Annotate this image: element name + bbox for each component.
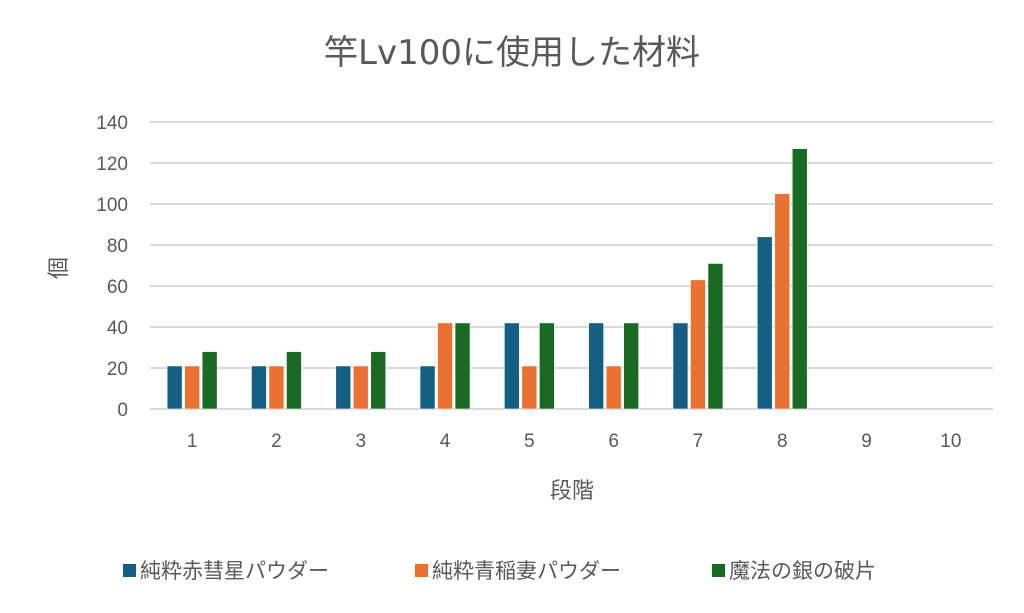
bar xyxy=(286,351,302,410)
x-tick-label: 5 xyxy=(524,431,535,452)
bar xyxy=(605,365,622,410)
y-tick-label: 60 xyxy=(107,277,128,298)
bar xyxy=(454,322,471,410)
bar xyxy=(672,322,689,410)
bar xyxy=(437,322,453,410)
x-tick-label: 8 xyxy=(777,431,788,452)
legend-item: 純粋赤彗星パウダー xyxy=(123,559,329,583)
legend-item: 魔法の銀の破片 xyxy=(712,559,876,583)
legend-swatch xyxy=(123,564,136,577)
bar xyxy=(184,365,200,410)
bar xyxy=(268,365,285,410)
x-tick-label: 10 xyxy=(940,431,961,452)
chart-title: 竿Lv100に使用した材料 xyxy=(324,33,700,73)
x-tick-label: 1 xyxy=(187,431,198,452)
bar xyxy=(756,236,773,410)
y-tick-label: 40 xyxy=(107,318,128,339)
bar xyxy=(201,351,218,410)
x-axis-label: 段階 xyxy=(550,479,594,504)
legend-item: 純粋青稲妻パウダー xyxy=(415,559,621,583)
bar xyxy=(419,365,436,410)
y-tick-label: 80 xyxy=(107,236,128,257)
bar xyxy=(521,365,538,410)
legend-label: 純粋赤彗星パウダー xyxy=(140,559,329,583)
y-tick-label: 0 xyxy=(117,400,128,421)
bar xyxy=(251,365,267,410)
x-tick-label: 9 xyxy=(861,431,872,452)
bar xyxy=(774,193,791,410)
bar xyxy=(166,365,183,410)
legend-swatch xyxy=(712,564,725,577)
y-tick-label: 140 xyxy=(96,113,128,134)
y-tick-label: 100 xyxy=(96,195,128,216)
x-tick-label: 7 xyxy=(693,431,704,452)
bar xyxy=(707,263,724,410)
legend-label: 純粋青稲妻パウダー xyxy=(432,559,621,583)
bar xyxy=(791,148,808,410)
bar xyxy=(539,322,555,410)
bar xyxy=(370,351,387,410)
bar xyxy=(335,365,352,410)
bar xyxy=(588,322,604,410)
bar xyxy=(623,322,639,410)
x-tick-label: 2 xyxy=(271,431,282,452)
bar xyxy=(504,322,520,410)
legend-swatch xyxy=(415,564,428,577)
y-tick-label: 120 xyxy=(96,154,128,175)
x-tick-label: 4 xyxy=(440,431,451,452)
y-tick-label: 20 xyxy=(107,359,128,380)
y-axis-label: 個 xyxy=(47,257,72,279)
legend-label: 魔法の銀の破片 xyxy=(729,559,876,583)
x-tick-label: 6 xyxy=(608,431,619,452)
bar xyxy=(352,365,369,410)
bar xyxy=(690,279,706,410)
x-tick-label: 3 xyxy=(355,431,366,452)
